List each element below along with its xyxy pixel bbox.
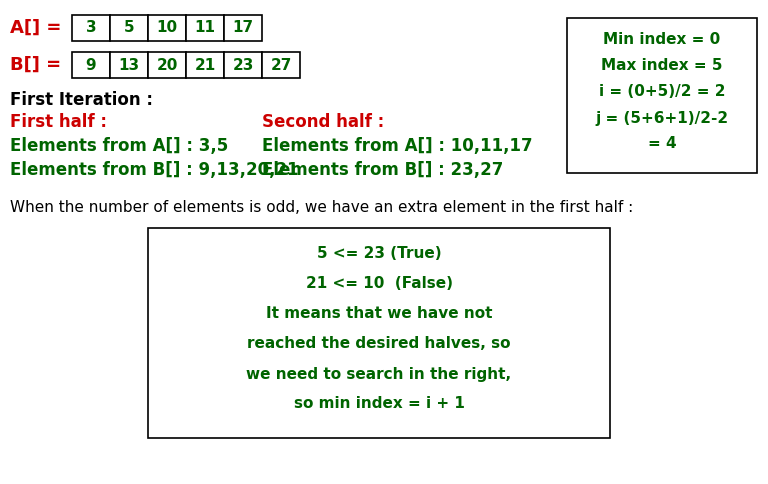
Text: 5 <= 23 (True): 5 <= 23 (True)	[316, 246, 442, 261]
Bar	[110, 15, 148, 41]
Text: i = (0+5)/2 = 2: i = (0+5)/2 = 2	[599, 85, 725, 100]
Bar	[110, 52, 148, 78]
Text: 11: 11	[194, 20, 216, 35]
Bar	[186, 52, 224, 78]
Text: reached the desired halves, so: reached the desired halves, so	[247, 336, 511, 351]
Bar	[148, 52, 186, 78]
Text: 21: 21	[194, 58, 216, 73]
Text: Elements from A[] : 10,11,17: Elements from A[] : 10,11,17	[262, 137, 533, 155]
Text: 17: 17	[233, 20, 253, 35]
Text: 13: 13	[118, 58, 140, 73]
Text: A[] =: A[] =	[10, 19, 61, 37]
Bar	[72, 15, 110, 41]
Bar	[224, 52, 262, 78]
Text: 10: 10	[157, 20, 177, 35]
Bar	[224, 15, 262, 41]
Bar	[186, 15, 224, 41]
Text: Max index = 5: Max index = 5	[601, 59, 723, 74]
Bar	[148, 15, 186, 41]
Text: It means that we have not: It means that we have not	[266, 306, 492, 321]
Bar	[148, 228, 610, 438]
Text: 23: 23	[232, 58, 253, 73]
Text: B[] =: B[] =	[10, 56, 61, 74]
Text: 5: 5	[124, 20, 134, 35]
Text: Elements from A[] : 3,5: Elements from A[] : 3,5	[10, 137, 228, 155]
Text: First Iteration :: First Iteration :	[10, 91, 153, 109]
Text: 27: 27	[270, 58, 292, 73]
Text: First half :: First half :	[10, 113, 107, 131]
Bar	[72, 52, 110, 78]
Text: 9: 9	[86, 58, 96, 73]
Text: 20: 20	[157, 58, 177, 73]
Text: Second half :: Second half :	[262, 113, 384, 131]
Text: Elements from B[] : 9,13,20,21: Elements from B[] : 9,13,20,21	[10, 161, 299, 179]
Text: Elements from B[] : 23,27: Elements from B[] : 23,27	[262, 161, 503, 179]
Bar	[262, 52, 300, 78]
Text: j = (5+6+1)/2-2: j = (5+6+1)/2-2	[595, 110, 729, 125]
Text: Min index = 0: Min index = 0	[604, 32, 720, 47]
Text: = 4: = 4	[647, 136, 677, 151]
Text: 21 <= 10  (False): 21 <= 10 (False)	[306, 276, 452, 291]
Text: 3: 3	[86, 20, 96, 35]
Text: When the number of elements is odd, we have an extra element in the first half :: When the number of elements is odd, we h…	[10, 200, 634, 215]
Text: we need to search in the right,: we need to search in the right,	[247, 366, 511, 381]
Text: so min index = i + 1: so min index = i + 1	[293, 396, 465, 411]
Bar	[567, 18, 757, 173]
